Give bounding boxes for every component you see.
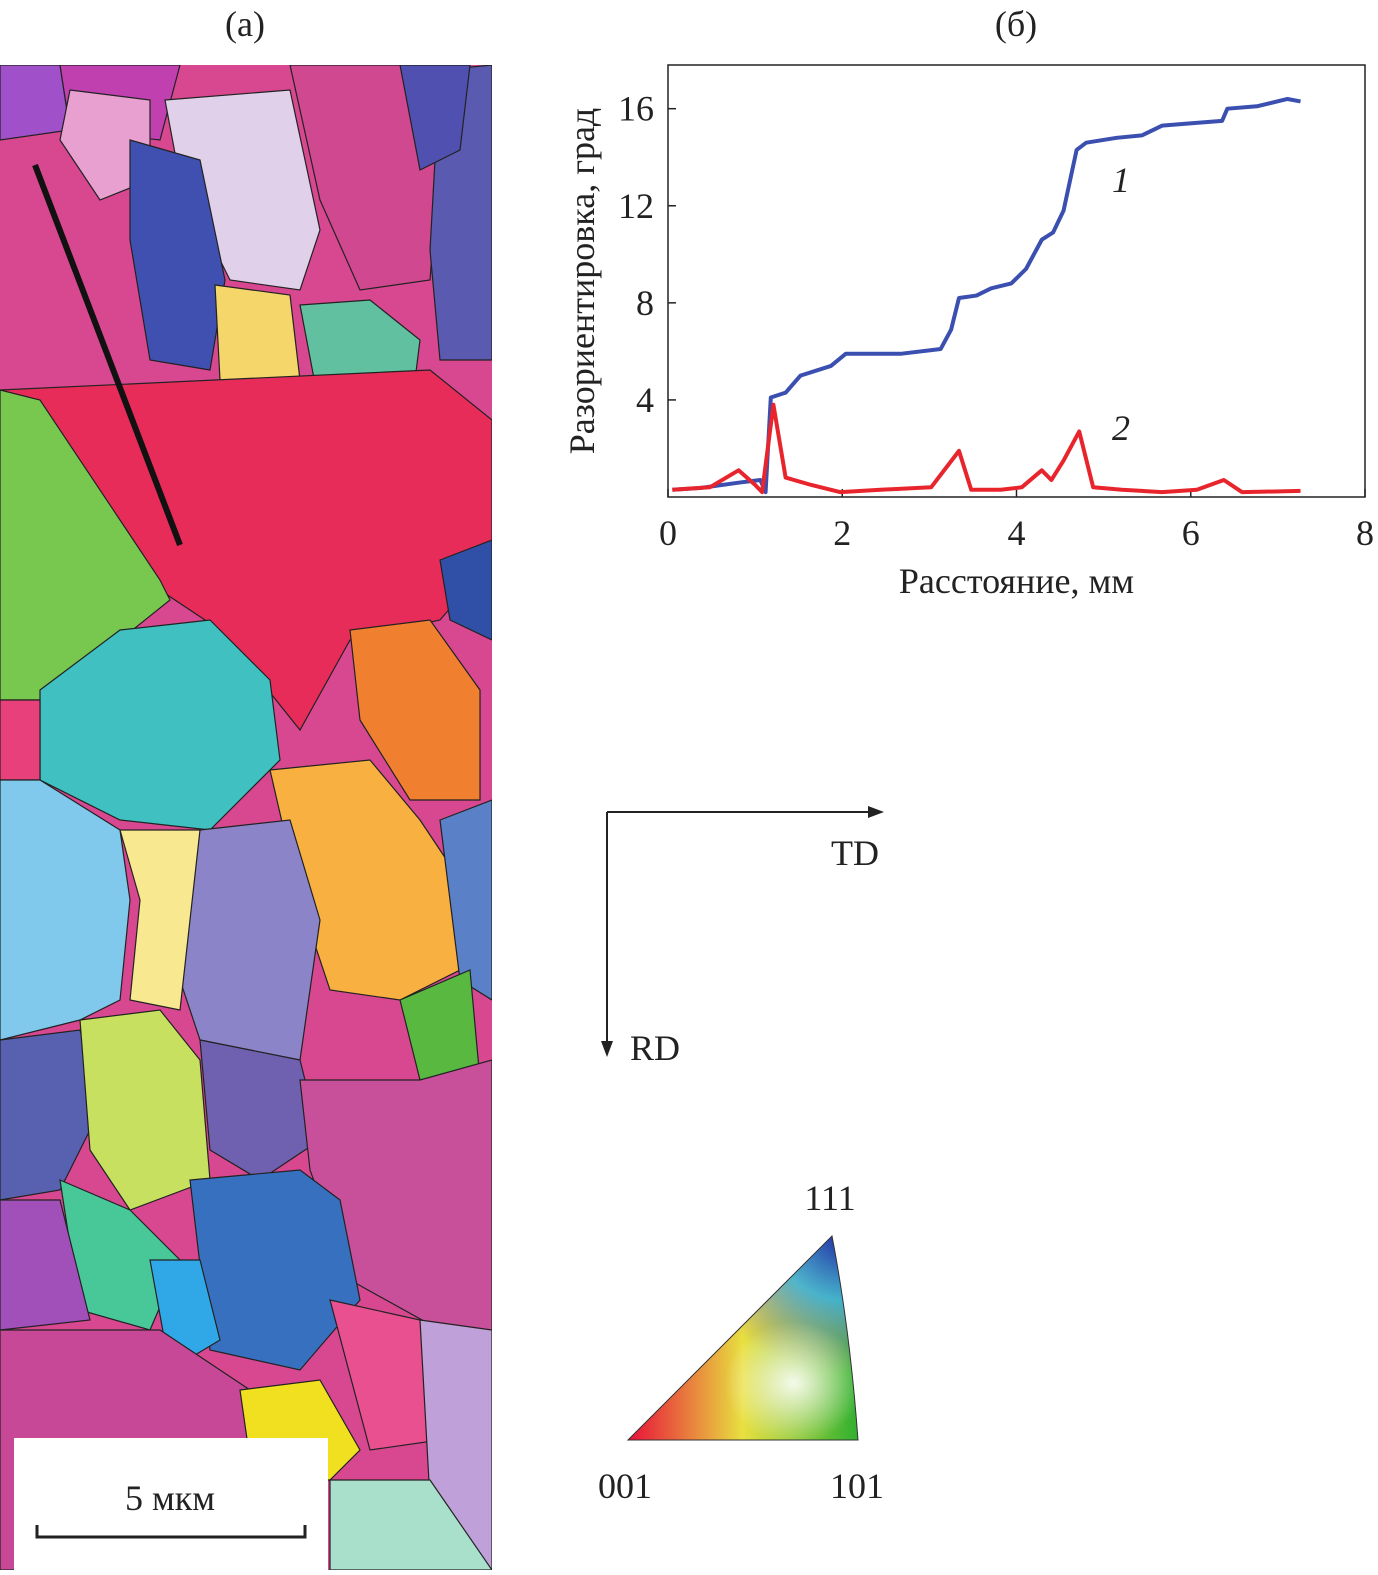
scale-label: 5 мкм bbox=[125, 1478, 215, 1518]
grain bbox=[349, 619, 481, 801]
x-tick-label: 6 bbox=[1182, 513, 1200, 553]
panel-label: (б) bbox=[995, 4, 1037, 44]
grain bbox=[199, 1039, 321, 1181]
x-axis-label: Расстояние, мм bbox=[899, 561, 1134, 601]
ebsd-map bbox=[0, 65, 492, 1570]
scale-line bbox=[35, 1525, 307, 1539]
ipf-triangle: 111 001 101 bbox=[598, 1178, 884, 1506]
x-tick-label: 2 bbox=[833, 513, 851, 553]
triangle-label: 111 bbox=[804, 1178, 855, 1218]
triangle-label: 101 bbox=[830, 1466, 884, 1506]
grain bbox=[189, 1169, 361, 1371]
grain bbox=[329, 1479, 492, 1570]
series-label: 2 bbox=[1112, 408, 1130, 448]
triangle-white bbox=[626, 1234, 859, 1441]
series-line bbox=[672, 96, 1301, 495]
series-line bbox=[672, 402, 1301, 495]
grain bbox=[289, 65, 441, 291]
grain bbox=[129, 139, 226, 371]
scale-bar: 5 мкм bbox=[14, 1438, 328, 1570]
grain bbox=[439, 539, 492, 641]
series-label: 1 bbox=[1112, 160, 1130, 200]
y-tick-label: 8 bbox=[636, 283, 654, 323]
grain bbox=[0, 65, 71, 141]
x-tick-label: 8 bbox=[1356, 513, 1374, 553]
grain bbox=[0, 699, 41, 781]
y-axis-label: Разориентировка, град bbox=[562, 108, 602, 455]
arrow-head bbox=[868, 806, 884, 818]
grain bbox=[0, 1199, 91, 1331]
td-label: TD bbox=[831, 833, 879, 873]
grain bbox=[0, 779, 131, 1041]
grain bbox=[214, 284, 301, 381]
trace-line bbox=[32, 163, 183, 547]
scale-box bbox=[14, 1438, 328, 1570]
x-tick-label: 0 bbox=[659, 513, 677, 553]
rd-label: RD bbox=[630, 1028, 680, 1068]
y-tick-label: 12 bbox=[618, 186, 654, 226]
triangle-label: 001 bbox=[598, 1466, 652, 1506]
y-tick-label: 4 bbox=[636, 380, 654, 420]
y-tick-label: 16 bbox=[618, 89, 654, 129]
arrow-head bbox=[601, 1041, 613, 1057]
grain bbox=[39, 619, 281, 831]
grain bbox=[0, 1029, 101, 1201]
panel-label: (а) bbox=[225, 4, 265, 44]
grain bbox=[119, 829, 201, 1011]
x-tick-label: 4 bbox=[1008, 513, 1026, 553]
grain bbox=[439, 799, 492, 1001]
grain bbox=[59, 89, 151, 201]
direction-axes: TD RD bbox=[601, 806, 884, 1068]
grain bbox=[399, 65, 471, 171]
